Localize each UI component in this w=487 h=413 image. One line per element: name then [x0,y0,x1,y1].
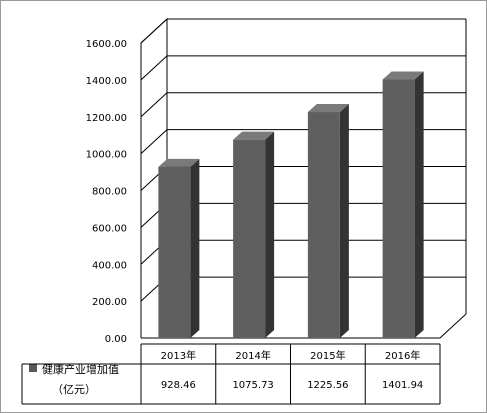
y-tick-label: 200.00 [92,297,127,308]
y-tick-label: 1000.00 [86,150,127,161]
y-tick-label: 400.00 [92,260,127,271]
bar-front [382,79,415,339]
y-tick-label: 1200.00 [86,113,127,124]
bar [158,158,200,338]
y-tick-label: 600.00 [92,223,127,234]
legend-label-line1: 健康产业增加值 [42,362,119,376]
y-tick-label: 1600.00 [86,39,127,50]
bar [307,104,349,338]
data-table-value: 1401.94 [382,380,423,391]
bar-side [414,71,424,339]
y-tick-label: 800.00 [92,187,127,198]
y-tick-label: 0.00 [105,334,127,345]
gridline [140,92,466,118]
bar-front [307,112,340,338]
bar-top [382,71,424,80]
y-tick-label: 1400.00 [86,76,127,87]
bar-top [307,104,349,113]
bar-side [190,158,200,338]
bar [233,131,275,338]
gridline [140,129,466,154]
gridline [140,55,466,81]
y-axis-ticks: 0.00 200.00 400.00 600.00 800.00 1000.00 1200.… [86,39,127,345]
x-category-label: 2015年 [310,349,345,362]
bar-top [158,158,200,167]
bar-side [339,104,349,338]
data-table-value: 1075.73 [232,380,273,391]
bar-front [233,139,266,338]
bar [382,71,424,339]
data-table: 健康产业增加值 （亿元） 2013年 928.46 2014年 1075.73 2015… [21,343,441,405]
legend-key [29,364,37,372]
bar-side [265,131,275,338]
x-category-label: 2016年 [385,349,420,362]
legend-label-line2: （亿元） [52,383,96,396]
bars [158,71,424,339]
data-table-value: 1225.56 [307,380,348,391]
x-category-label: 2013年 [161,349,196,362]
bar-front [158,166,191,338]
bar-top [233,131,275,140]
x-category-label: 2014年 [235,349,270,362]
data-table-value: 928.46 [161,380,196,391]
gridline [140,18,466,44]
